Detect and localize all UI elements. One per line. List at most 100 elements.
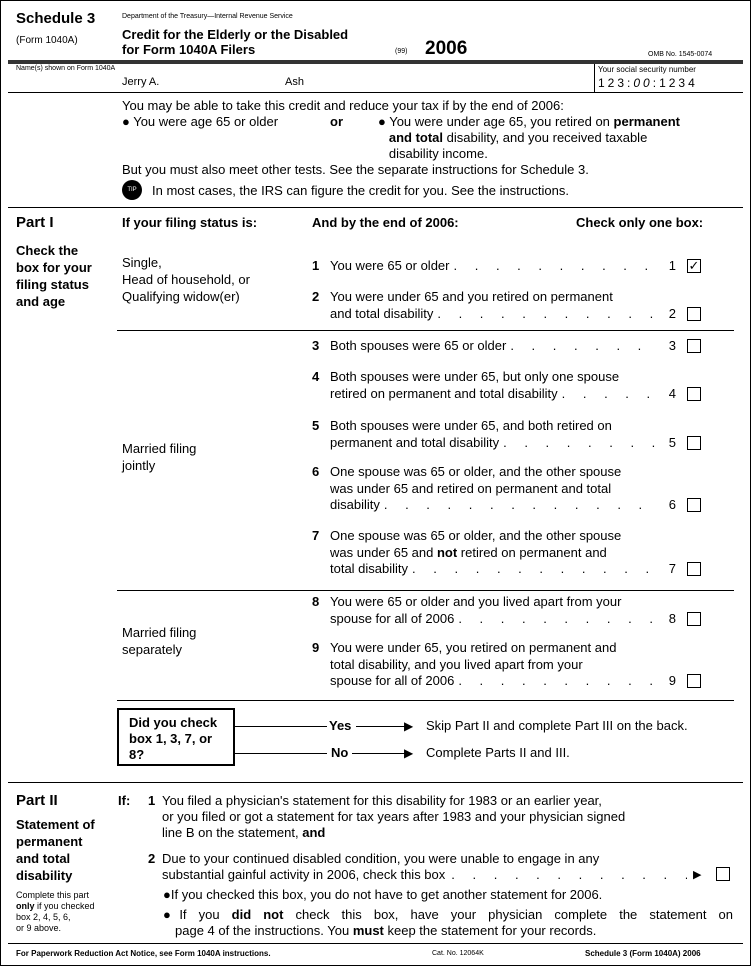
- checkbox-item-2: 2 You were under 65 and you retired on pe…: [312, 289, 657, 322]
- box-number: 6: [668, 497, 676, 512]
- item-line: Both spouses were 65 or older. . . . . .…: [330, 338, 657, 353]
- header-rule: [8, 60, 743, 64]
- item-text: total disability, and you lived apart fr…: [330, 656, 583, 672]
- checkbox-9[interactable]: [687, 674, 701, 688]
- t: ●If you: [163, 907, 220, 922]
- checkbox-1[interactable]: ✓: [687, 258, 701, 273]
- line-number: 5: [312, 418, 320, 433]
- bullet-text: ●If you did not check this box, have you…: [163, 907, 733, 923]
- arrow-right-icon: ▶: [693, 869, 702, 881]
- intro-or: or: [330, 114, 343, 129]
- line-number: 2: [312, 289, 320, 304]
- item-text: disability: [330, 497, 380, 512]
- item-line: was under 65 and retired on permanent an…: [330, 481, 657, 498]
- checkbox-3[interactable]: [687, 339, 701, 353]
- ssn-field[interactable]: 123:00:1234: [598, 76, 698, 90]
- item-text: One spouse was 65 or older, and the othe…: [330, 528, 622, 543]
- text-line: and total: [16, 851, 71, 866]
- text-line: Head of household, or: [122, 272, 250, 287]
- divider: [8, 943, 743, 944]
- tax-year: 2006: [425, 38, 468, 59]
- connector: [235, 726, 327, 727]
- item-text: line B on the statement, and: [162, 825, 325, 841]
- item-line: total disability, and you lived apart fr…: [330, 657, 657, 674]
- name-label: Name(s) shown on Form 1040A: [16, 65, 116, 72]
- tip-text: In most cases, the IRS can figure the cr…: [152, 183, 569, 198]
- checkbox-item-5: 5 Both spouses were under 65, and both re…: [312, 418, 657, 451]
- column-header: If your filing status is:: [122, 215, 258, 230]
- disability-checkbox[interactable]: [716, 867, 730, 881]
- line-number: 2: [148, 851, 156, 866]
- text-line: Check the: [16, 243, 79, 258]
- checkbox-8[interactable]: [687, 611, 701, 626]
- part2-title: Part II: [16, 792, 58, 809]
- checkbox-4[interactable]: [687, 386, 701, 401]
- t: Complete this part: [16, 890, 90, 900]
- omb-number: OMB No. 1545-0074: [648, 51, 713, 58]
- t: only: [16, 901, 35, 911]
- yes-label: Yes: [329, 718, 352, 733]
- ssn-label: Your social security number: [598, 65, 696, 74]
- divider: [117, 330, 734, 331]
- ssn-part: 123: [598, 76, 628, 90]
- item-text: retired on permanent and total disabilit…: [330, 385, 558, 401]
- sequence-number: (99): [395, 48, 408, 55]
- t: substantial gainful activity in 2006, ch…: [162, 867, 446, 882]
- part1-title: Part I: [16, 214, 54, 231]
- footer-notice: For Paperwork Reduction Act Notice, see …: [16, 949, 271, 958]
- divider: [594, 64, 595, 92]
- item-line: spouse for all of 2006. . . . . . . . . …: [330, 610, 657, 626]
- bullet-text: ●If you checked this box, you do not hav…: [163, 887, 603, 902]
- checkbox-item-4: 4 Both spouses were under 65, but only on…: [312, 369, 657, 402]
- item-text: was under 65 and not retired on permanen…: [330, 545, 607, 562]
- t: ● You were under age 65, you retired on: [378, 114, 610, 129]
- box-number: 1: [668, 258, 676, 273]
- item-line: Both spouses were under 65, and both ret…: [330, 418, 657, 435]
- line-number: 7: [312, 528, 320, 543]
- line-number: 4: [312, 369, 320, 384]
- box-number: 3: [668, 338, 676, 353]
- text-line: jointly: [122, 458, 156, 473]
- text-line: Married filing: [122, 441, 197, 456]
- if-label: If:: [118, 793, 131, 808]
- t: page 4 of the instructions. You: [175, 923, 350, 938]
- box-number: 4: [668, 385, 676, 401]
- item-line: You were under 65 and you retired on per…: [330, 289, 657, 306]
- t: keep the statement for your records.: [387, 923, 597, 938]
- question-box: Did you check box 1, 3, 7, or 8?: [117, 708, 235, 766]
- checkbox-2[interactable]: [687, 306, 701, 321]
- intro-option: ● You were under age 65, you retired on …: [378, 114, 733, 162]
- item-text: Both spouses were under 65, but only one…: [330, 369, 620, 384]
- box-number: 9: [668, 673, 676, 688]
- status-single: Single, Head of household, or Qualifying w…: [122, 254, 250, 305]
- checkbox-5[interactable]: [687, 435, 701, 450]
- connector: [235, 753, 327, 754]
- ssn-part: 1234: [659, 76, 698, 90]
- catalog-number: Cat. No. 12064K: [432, 950, 484, 957]
- intro-text: But you must also meet other tests. See …: [122, 162, 589, 177]
- item-text: One spouse was 65 or older, and the othe…: [330, 464, 622, 479]
- text-line: box for your: [16, 260, 92, 275]
- first-name-field[interactable]: Jerry A.: [122, 76, 160, 88]
- item-line: You were 65 or older. . . . . . . . . . …: [330, 258, 657, 273]
- divider: [8, 92, 743, 93]
- checkbox-6[interactable]: [687, 498, 701, 512]
- text-line: separately: [122, 642, 182, 657]
- ssn-part: 00: [633, 76, 653, 90]
- item-text: Due to your continued disabled condition…: [162, 851, 600, 866]
- t: must: [352, 923, 384, 938]
- line-number: 3: [312, 338, 320, 353]
- t: or 9 above.: [16, 923, 62, 933]
- line-number: 6: [312, 464, 320, 479]
- intro-text: You may be able to take this credit and …: [122, 98, 564, 113]
- last-name-field[interactable]: Ash: [285, 76, 304, 88]
- checkbox-item-1: 1 You were 65 or older. . . . . . . . . .…: [312, 258, 657, 275]
- box-number: 2: [668, 305, 676, 321]
- item-line: permanent and total disability. . . . . …: [330, 434, 657, 450]
- t: and total: [388, 130, 444, 145]
- schedule-label: Schedule 3: [16, 10, 96, 27]
- checkbox-7[interactable]: [687, 562, 701, 576]
- text-line: box 1, 3, 7, or: [129, 731, 213, 746]
- item-line: Both spouses were under 65, but only one…: [330, 369, 657, 386]
- text-line: Single,: [122, 255, 162, 270]
